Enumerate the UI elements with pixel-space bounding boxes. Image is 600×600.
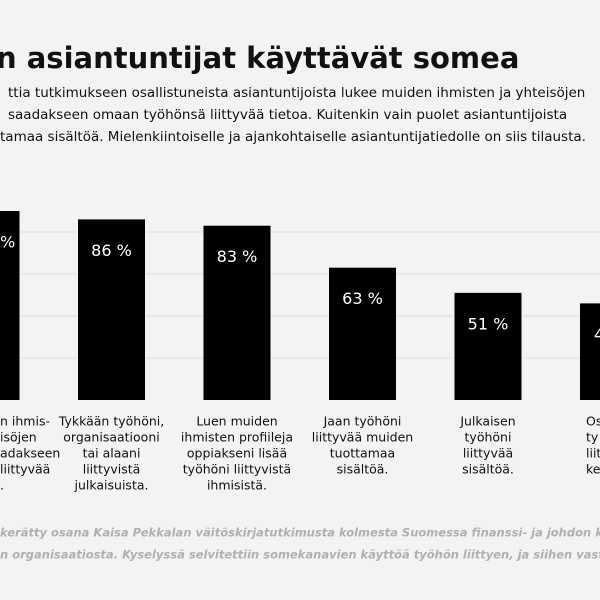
x-tick-label: liittyvistä [83,462,141,477]
bar [78,219,145,400]
x-tick-label: Tykkään työhöni, [58,414,164,429]
x-tick-label: organisaatiooni [63,430,159,445]
x-tick-label: liittyvää [0,462,50,477]
x-tick-label: n ihmis- [0,414,50,429]
subtitle-line: tamaa sisältöä. Mielenkiintoiselle ja aj… [0,129,586,145]
value-label: 83 % [217,247,258,266]
chart-title: n asiantuntijat käyttävät somea [0,41,519,75]
x-tick-label: sisältöä. [337,462,389,477]
value-label: 4 [594,325,600,344]
bar [0,211,20,400]
x-tick-label: Luen muiden [196,414,277,429]
source-line: n organisaatiosta. Kyselyssä selvitettii… [0,548,600,562]
bar [580,303,600,400]
value-label: 86 % [91,241,132,260]
x-tick-label: ty [586,430,599,445]
x-tick-label: Jaan työhöni [323,414,402,429]
x-tick-label: liit [586,446,600,461]
bar [203,225,271,400]
x-tick-label: tuottamaa [330,446,395,461]
value-label: % [0,233,15,252]
x-tick-label: kesk [586,462,600,477]
x-tick-label: ihmisten profiileja [181,430,293,445]
x-tick-label: Julkaisen [459,414,515,429]
x-tick-label: liittyvää muiden [312,430,413,445]
value-label: 51 % [468,314,509,333]
x-tick-label: isöjen [0,430,37,445]
x-tick-label: ihmisistä. [207,478,267,493]
x-tick-label: sisältöä. [462,462,514,477]
x-tick-label: tai alaani [83,446,141,461]
subtitle-line: saadakseen omaan työhönsä liittyvää tiet… [8,107,567,123]
x-tick-label: liittyvää [463,446,513,461]
bar [329,267,396,400]
x-tick-label: adakseen [0,446,60,461]
x-tick-label: julkaisuista. [74,478,149,493]
value-label: 63 % [342,289,383,308]
x-tick-label: työhöni liittyvistä [183,462,291,477]
x-tick-label: oppiakseni lisää [187,446,287,461]
x-tick-label: työhöni [465,430,512,445]
source-line: kerätty osana Kaisa Pekkalan väitöskirja… [0,526,600,540]
x-tick-label: Os [586,414,600,429]
subtitle-line: ttia tutkimukseen osallistuneista asiant… [8,85,585,101]
x-tick-label: . [0,478,4,493]
bar [454,292,522,400]
